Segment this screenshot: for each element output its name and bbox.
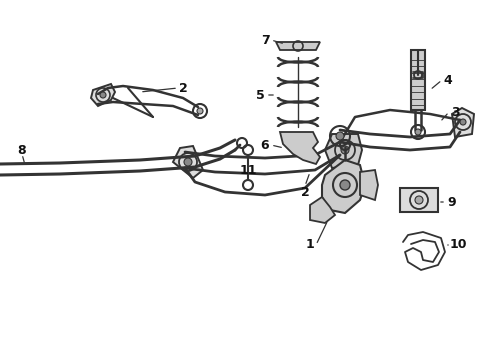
Polygon shape — [310, 197, 335, 223]
Circle shape — [100, 92, 106, 98]
Text: 9: 9 — [448, 195, 456, 208]
Text: 10: 10 — [449, 239, 467, 252]
Text: 3: 3 — [451, 105, 459, 118]
Text: 4: 4 — [443, 73, 452, 86]
Text: 2: 2 — [179, 81, 187, 95]
Text: 2: 2 — [301, 185, 309, 198]
Circle shape — [184, 158, 192, 166]
Polygon shape — [411, 50, 425, 110]
Polygon shape — [276, 42, 320, 50]
Polygon shape — [325, 134, 362, 168]
Polygon shape — [452, 108, 474, 137]
Circle shape — [415, 129, 421, 135]
Circle shape — [415, 196, 423, 204]
Text: 1: 1 — [306, 239, 315, 252]
Circle shape — [197, 108, 203, 114]
Circle shape — [336, 132, 344, 140]
Circle shape — [340, 180, 350, 190]
Polygon shape — [400, 188, 438, 212]
Text: 8: 8 — [18, 144, 26, 157]
Polygon shape — [173, 146, 203, 178]
Text: 7: 7 — [261, 33, 270, 46]
Circle shape — [460, 119, 466, 125]
Polygon shape — [91, 84, 115, 106]
Polygon shape — [280, 132, 320, 164]
Text: 11: 11 — [239, 163, 257, 176]
Polygon shape — [360, 170, 378, 200]
Circle shape — [341, 146, 349, 154]
Polygon shape — [322, 160, 365, 213]
Text: 6: 6 — [261, 139, 270, 152]
Text: 5: 5 — [256, 89, 265, 102]
